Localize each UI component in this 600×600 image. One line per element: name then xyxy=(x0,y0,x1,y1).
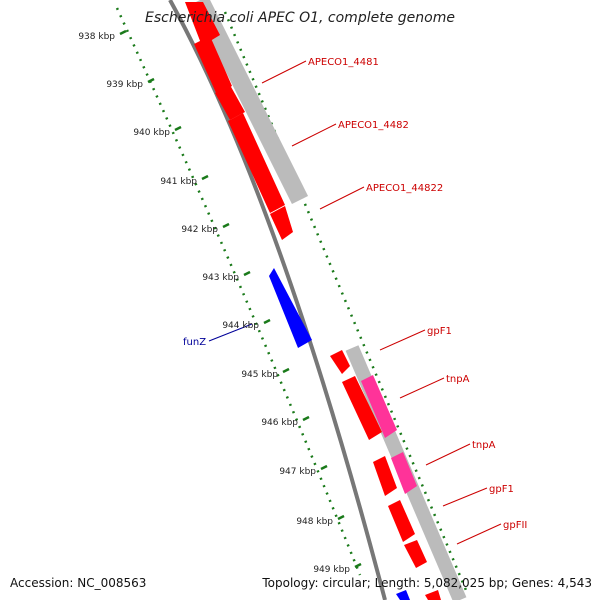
kbp-tick-mark xyxy=(243,270,251,277)
kbp-tick-mark xyxy=(147,77,155,84)
kbp-tick-label: 944 kbp xyxy=(222,321,259,331)
cds-apeco1-44822[interactable] xyxy=(270,206,293,240)
genome-summary-text: Topology: circular; Length: 5,082,025 bp… xyxy=(261,576,592,590)
label-tnpa2[interactable]: tnpA xyxy=(472,440,496,451)
kbp-tick-label: 946 kbp xyxy=(261,418,298,428)
inner-tick-track xyxy=(115,7,362,576)
kbp-tick-mark xyxy=(302,415,310,422)
kbp-tick-mark xyxy=(201,174,209,181)
cds-gpfii[interactable] xyxy=(404,540,427,568)
kbp-tick-label: 947 kbp xyxy=(279,467,316,477)
kbp-tick-label: 945 kbp xyxy=(241,370,278,380)
leader-gpf1b xyxy=(442,487,488,507)
cds-bottom-red[interactable] xyxy=(425,590,441,600)
cds-funz[interactable] xyxy=(269,268,312,348)
kbp-tick-mark xyxy=(263,318,271,325)
kbp-tick-mark xyxy=(320,464,328,471)
kbp-tick-label: 948 kbp xyxy=(296,517,333,527)
leader-4482 xyxy=(291,123,337,147)
cds-tnpa2-red[interactable] xyxy=(373,456,397,496)
label-apeco1-4482[interactable]: APECO1_4482 xyxy=(338,120,409,131)
kbp-tick-mark xyxy=(337,514,345,521)
kbp-tick-label: 942 kbp xyxy=(181,225,218,235)
label-tnpa1[interactable]: tnpA xyxy=(446,374,470,385)
cds-gpf1b[interactable] xyxy=(388,500,415,542)
kbp-tick-label: 939 kbp xyxy=(106,80,143,90)
label-funz[interactable]: funZ xyxy=(183,337,206,348)
leader-gpfii xyxy=(456,523,502,545)
cds-apeco1-4481b[interactable] xyxy=(215,85,245,120)
kbp-tick-mark xyxy=(354,562,362,569)
backbone-line xyxy=(168,0,387,600)
leader-gpf1a xyxy=(379,329,426,351)
kbp-tick-mark xyxy=(174,125,182,132)
label-apeco1-4481[interactable]: APECO1_4481 xyxy=(308,57,379,68)
cds-tnpa2-pink[interactable] xyxy=(391,452,417,494)
leader-tnpa2 xyxy=(425,443,471,466)
cds-tnpa1-red[interactable] xyxy=(342,376,382,440)
kbp-tick-label: 949 kbp xyxy=(313,565,350,575)
kbp-tick-label: 943 kbp xyxy=(202,273,239,283)
kbp-tick-mark xyxy=(119,29,127,36)
kbp-tick-label: 940 kbp xyxy=(133,128,170,138)
kbp-tick-mark xyxy=(222,222,230,229)
cds-tnpa1-pink[interactable] xyxy=(361,375,397,438)
label-apeco1-44822[interactable]: APECO1_44822 xyxy=(366,183,443,194)
kbp-tick-mark xyxy=(282,367,290,374)
leader-44822 xyxy=(319,186,365,210)
label-gpf1b[interactable]: gpF1 xyxy=(489,484,514,495)
cds-bottom-blue[interactable] xyxy=(396,590,410,600)
cds-gpf1a[interactable] xyxy=(330,350,350,374)
kbp-tick-label: 941 kbp xyxy=(160,177,197,187)
cds-apeco1-4482[interactable] xyxy=(228,113,285,213)
accession-text: Accession: NC_008563 xyxy=(10,576,146,590)
cds-apeco1-4480[interactable] xyxy=(185,2,220,46)
leader-tnpa1 xyxy=(399,377,445,399)
leader-funz xyxy=(208,323,253,342)
cds-apeco1-4481[interactable] xyxy=(194,36,232,95)
leader-4481 xyxy=(261,60,307,84)
outer-tick-track xyxy=(223,11,470,596)
map-title: Escherichia coli APEC O1, complete genom… xyxy=(145,10,455,26)
label-gpfii[interactable]: gpFII xyxy=(503,520,527,531)
kbp-tick-label: 938 kbp xyxy=(78,32,115,42)
label-gpf1a[interactable]: gpF1 xyxy=(427,326,452,337)
